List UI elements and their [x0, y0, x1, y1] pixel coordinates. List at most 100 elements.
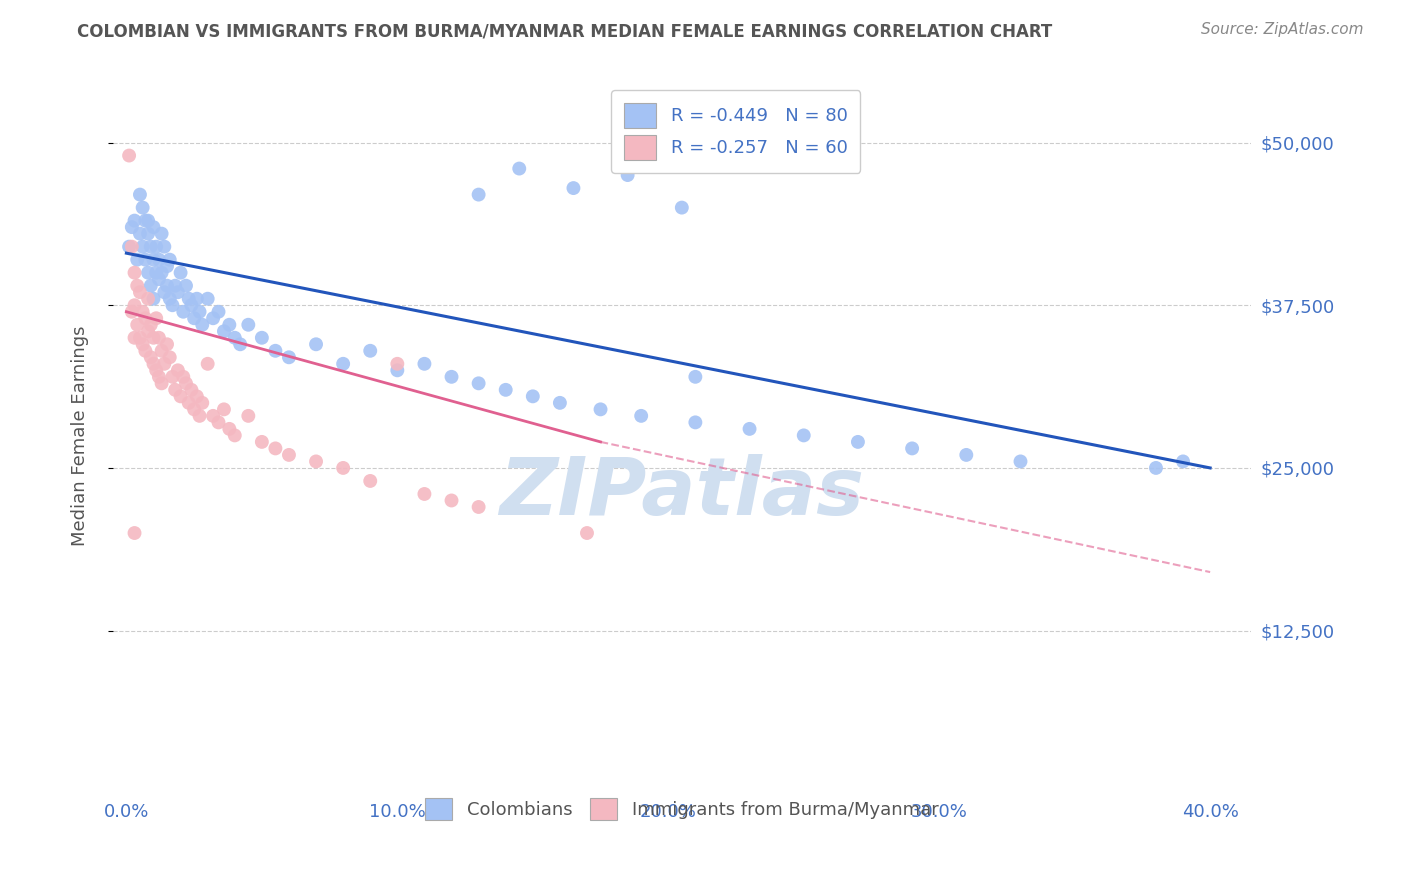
- Point: [129, 187, 152, 202]
- Point: [685, 369, 707, 384]
- Text: COLOMBIAN VS IMMIGRANTS FROM BURMA/MYANMAR MEDIAN FEMALE EARNINGS CORRELATION CH: COLOMBIAN VS IMMIGRANTS FROM BURMA/MYANM…: [77, 22, 1053, 40]
- Point: [162, 369, 184, 384]
- Legend: Colombians, Immigrants from Burma/Myanmar: Colombians, Immigrants from Burma/Myanma…: [411, 783, 953, 834]
- Point: [156, 278, 179, 293]
- Point: [167, 363, 190, 377]
- Point: [134, 213, 156, 227]
- Point: [124, 331, 146, 345]
- Point: [186, 292, 208, 306]
- Point: [127, 252, 149, 267]
- Point: [218, 318, 240, 332]
- Point: [467, 376, 489, 391]
- Point: [148, 252, 170, 267]
- Point: [202, 311, 225, 326]
- Point: [129, 285, 152, 300]
- Point: [387, 363, 409, 377]
- Point: [131, 240, 153, 254]
- Point: [955, 448, 977, 462]
- Point: [165, 278, 187, 293]
- Point: [148, 272, 170, 286]
- Point: [224, 331, 246, 345]
- Point: [174, 278, 197, 293]
- Point: [1010, 454, 1032, 468]
- Point: [630, 409, 652, 423]
- Point: [278, 448, 301, 462]
- Text: ZIPatlas: ZIPatlas: [499, 454, 865, 532]
- Point: [332, 357, 354, 371]
- Point: [134, 311, 156, 326]
- Point: [142, 357, 165, 371]
- Point: [156, 259, 179, 273]
- Point: [129, 331, 152, 345]
- Point: [145, 240, 167, 254]
- Y-axis label: Median Female Earnings: Median Female Earnings: [72, 326, 89, 546]
- Point: [180, 298, 202, 312]
- Point: [150, 376, 173, 391]
- Point: [177, 292, 200, 306]
- Point: [738, 422, 761, 436]
- Point: [229, 337, 252, 351]
- Point: [131, 304, 153, 318]
- Point: [186, 389, 208, 403]
- Point: [118, 148, 141, 162]
- Point: [136, 324, 159, 338]
- Point: [142, 292, 165, 306]
- Point: [440, 369, 463, 384]
- Point: [188, 304, 211, 318]
- Point: [191, 318, 214, 332]
- Point: [167, 285, 190, 300]
- Point: [136, 292, 159, 306]
- Point: [121, 304, 143, 318]
- Point: [153, 285, 176, 300]
- Point: [1171, 454, 1194, 468]
- Point: [589, 402, 612, 417]
- Point: [124, 213, 146, 227]
- Point: [1144, 461, 1167, 475]
- Point: [121, 240, 143, 254]
- Point: [250, 434, 273, 449]
- Point: [145, 311, 167, 326]
- Point: [150, 227, 173, 241]
- Point: [169, 266, 191, 280]
- Point: [180, 383, 202, 397]
- Point: [148, 331, 170, 345]
- Point: [305, 454, 328, 468]
- Point: [172, 304, 194, 318]
- Point: [183, 311, 205, 326]
- Point: [127, 318, 149, 332]
- Point: [250, 331, 273, 345]
- Point: [134, 343, 156, 358]
- Point: [139, 240, 162, 254]
- Point: [183, 402, 205, 417]
- Point: [124, 266, 146, 280]
- Point: [139, 278, 162, 293]
- Point: [142, 331, 165, 345]
- Point: [127, 278, 149, 293]
- Point: [671, 201, 693, 215]
- Point: [159, 252, 181, 267]
- Point: [191, 396, 214, 410]
- Point: [118, 240, 141, 254]
- Text: Source: ZipAtlas.com: Source: ZipAtlas.com: [1201, 22, 1364, 37]
- Point: [169, 389, 191, 403]
- Point: [685, 416, 707, 430]
- Point: [145, 266, 167, 280]
- Point: [131, 201, 153, 215]
- Point: [522, 389, 544, 403]
- Point: [359, 343, 381, 358]
- Point: [121, 220, 143, 235]
- Point: [153, 357, 176, 371]
- Point: [467, 187, 489, 202]
- Point: [413, 487, 436, 501]
- Point: [159, 292, 181, 306]
- Point: [124, 526, 146, 541]
- Point: [562, 181, 585, 195]
- Point: [264, 442, 287, 456]
- Point: [150, 266, 173, 280]
- Point: [224, 428, 246, 442]
- Point: [440, 493, 463, 508]
- Point: [162, 298, 184, 312]
- Point: [207, 304, 229, 318]
- Point: [136, 266, 159, 280]
- Point: [305, 337, 328, 351]
